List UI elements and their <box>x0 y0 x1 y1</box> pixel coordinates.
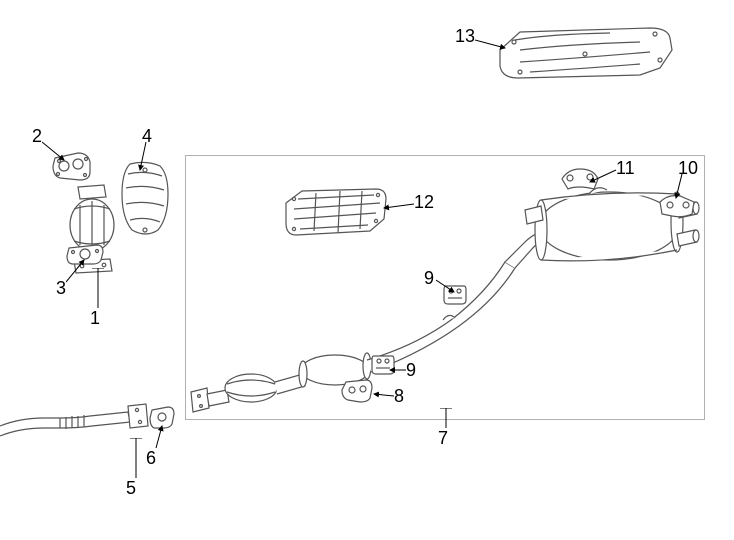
callout-2: 2 <box>32 126 42 147</box>
callout-8: 8 <box>394 386 404 407</box>
part-4-shield-cover <box>118 160 173 240</box>
callout-5: 5 <box>126 478 136 499</box>
callout-6: 6 <box>146 448 156 469</box>
part-9-rubber-hanger-b <box>370 352 396 376</box>
part-9-rubber-hanger-a <box>442 282 468 306</box>
part-8-bracket <box>340 378 374 404</box>
callout-13: 13 <box>455 26 475 47</box>
callout-12: 12 <box>414 192 434 213</box>
part-13-heat-shield <box>490 20 680 90</box>
callout-11: 11 <box>616 158 635 179</box>
diagram-stage: 13 2 4 3 1 <box>0 0 734 540</box>
part-10-hanger-bracket <box>656 192 698 222</box>
callout-3: 3 <box>56 278 66 299</box>
callout-4: 4 <box>142 126 152 147</box>
callout-1: 1 <box>90 308 100 329</box>
callout-7: 7 <box>438 428 448 449</box>
part-6-gasket <box>148 404 176 432</box>
callout-10: 10 <box>678 158 698 179</box>
callout-9b: 9 <box>406 360 416 381</box>
callout-9a: 9 <box>424 268 434 289</box>
part-3-gasket <box>65 242 105 266</box>
part-11-hanger-bracket <box>558 165 602 195</box>
part-2-gasket <box>50 150 95 185</box>
